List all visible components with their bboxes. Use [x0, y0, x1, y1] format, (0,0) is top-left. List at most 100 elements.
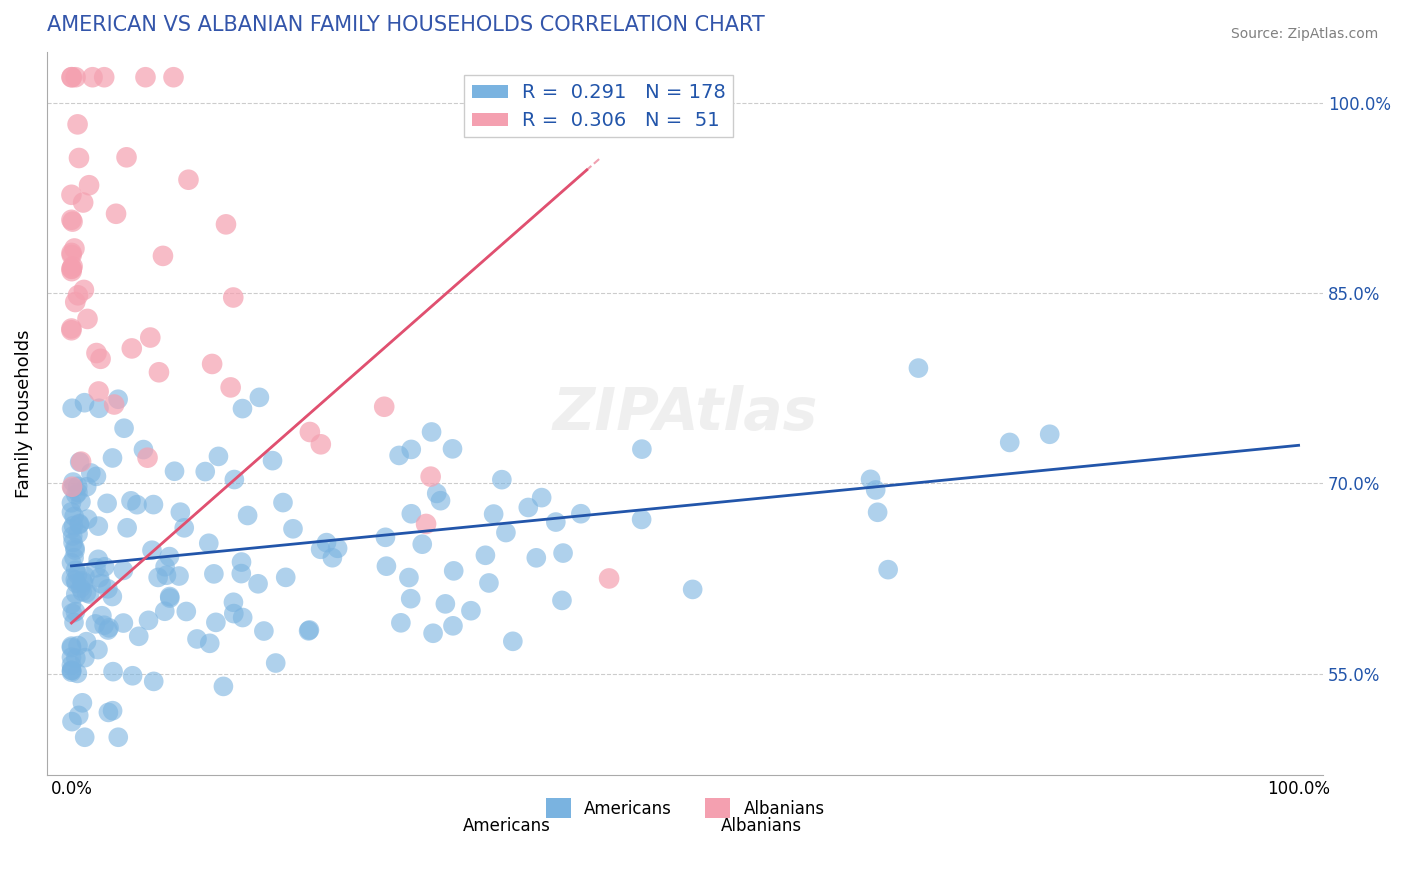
Point: [65, 295, 87, 310]
Point: [207, 450, 229, 464]
Point: [107, 731, 129, 745]
Point: [1039, 427, 1062, 442]
Point: [411, 537, 433, 551]
Point: [389, 615, 412, 630]
Point: [80, 466, 103, 480]
Point: [60, 480, 83, 494]
Text: Americans: Americans: [463, 817, 550, 835]
Point: [326, 541, 349, 556]
Point: [139, 330, 162, 344]
Point: [76, 480, 98, 494]
Point: [112, 615, 135, 630]
Point: [60, 261, 83, 276]
Point: [67, 517, 90, 532]
Point: [66, 479, 89, 493]
Point: [502, 634, 524, 648]
Point: [60, 246, 83, 260]
Point: [388, 449, 411, 463]
Point: [60, 323, 83, 337]
Point: [65, 605, 87, 619]
Point: [62, 535, 84, 549]
Point: [495, 525, 517, 540]
Point: [73, 283, 96, 297]
Point: [142, 674, 165, 689]
Point: [89, 571, 111, 585]
Point: [65, 563, 87, 577]
Point: [90, 608, 112, 623]
Point: [138, 613, 160, 627]
Point: [321, 550, 343, 565]
Point: [441, 442, 464, 456]
Point: [93, 559, 115, 574]
Point: [76, 512, 98, 526]
Point: [426, 486, 449, 500]
Point: [75, 586, 97, 600]
Point: [141, 543, 163, 558]
Point: [60, 664, 83, 678]
Point: [66, 117, 89, 131]
Point: [682, 582, 704, 597]
Point: [87, 552, 110, 566]
Point: [72, 195, 94, 210]
Point: [112, 563, 135, 577]
Point: [231, 401, 253, 416]
Point: [98, 621, 121, 635]
Point: [60, 70, 83, 85]
Point: [222, 607, 245, 621]
Point: [76, 634, 98, 648]
Point: [96, 496, 118, 510]
Point: [136, 450, 159, 465]
Point: [82, 70, 104, 85]
Point: [281, 522, 304, 536]
Point: [90, 576, 112, 591]
Point: [101, 590, 124, 604]
Point: [859, 472, 882, 486]
Point: [86, 469, 108, 483]
Point: [66, 639, 89, 653]
Point: [60, 248, 83, 262]
Point: [222, 291, 245, 305]
Point: [97, 706, 120, 720]
Point: [60, 496, 83, 510]
Point: [134, 70, 156, 85]
Point: [247, 390, 270, 404]
Point: [153, 604, 176, 618]
Point: [72, 574, 94, 588]
Point: [231, 566, 253, 581]
Point: [174, 605, 197, 619]
Point: [67, 526, 90, 541]
Point: [271, 495, 294, 509]
Point: [60, 556, 83, 570]
Text: ZIPAtlas: ZIPAtlas: [553, 385, 818, 442]
Point: [65, 587, 87, 601]
Point: [247, 576, 270, 591]
Point: [125, 498, 148, 512]
Text: Albanians: Albanians: [721, 817, 803, 835]
Point: [177, 172, 200, 186]
Point: [76, 312, 98, 326]
Point: [107, 392, 129, 407]
Point: [215, 218, 238, 232]
Point: [70, 495, 93, 509]
Point: [60, 522, 83, 536]
Point: [60, 658, 83, 673]
Point: [60, 650, 83, 665]
Point: [63, 550, 86, 565]
Point: [224, 473, 246, 487]
Point: [167, 569, 190, 583]
Point: [60, 261, 83, 276]
Point: [60, 714, 83, 729]
Point: [907, 361, 929, 376]
Point: [65, 573, 87, 587]
Point: [374, 530, 396, 544]
Point: [159, 590, 181, 604]
Point: [62, 260, 84, 274]
Point: [429, 493, 451, 508]
Point: [69, 455, 91, 469]
Point: [62, 475, 84, 489]
Point: [474, 549, 496, 563]
Point: [434, 597, 457, 611]
Point: [63, 615, 86, 630]
Point: [121, 342, 143, 356]
Point: [148, 365, 170, 379]
